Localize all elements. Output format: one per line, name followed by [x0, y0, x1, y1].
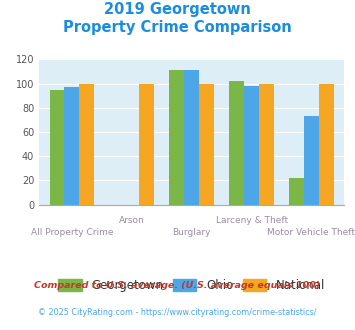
Text: Compared to U.S. average. (U.S. average equals 100): Compared to U.S. average. (U.S. average … [34, 281, 321, 290]
Text: All Property Crime: All Property Crime [31, 228, 113, 237]
Text: Property Crime Comparison: Property Crime Comparison [63, 20, 292, 35]
Bar [244, 86, 259, 205]
Text: Motor Vehicle Theft: Motor Vehicle Theft [267, 228, 355, 237]
Bar [229, 81, 244, 205]
Bar [169, 70, 184, 205]
Bar [289, 178, 304, 205]
Bar [259, 83, 274, 205]
Bar [80, 83, 94, 205]
Bar [65, 87, 80, 205]
Bar [199, 83, 214, 205]
Text: Arson: Arson [119, 216, 145, 225]
Legend: Georgetown, Ohio, National: Georgetown, Ohio, National [54, 274, 330, 297]
Bar [184, 70, 199, 205]
Text: Larceny & Theft: Larceny & Theft [215, 216, 288, 225]
Bar [139, 83, 154, 205]
Text: © 2025 CityRating.com - https://www.cityrating.com/crime-statistics/: © 2025 CityRating.com - https://www.city… [38, 308, 317, 316]
Bar [50, 90, 65, 205]
Bar [304, 116, 319, 205]
Text: 2019 Georgetown: 2019 Georgetown [104, 2, 251, 16]
Text: Burglary: Burglary [173, 228, 211, 237]
Bar [319, 83, 334, 205]
